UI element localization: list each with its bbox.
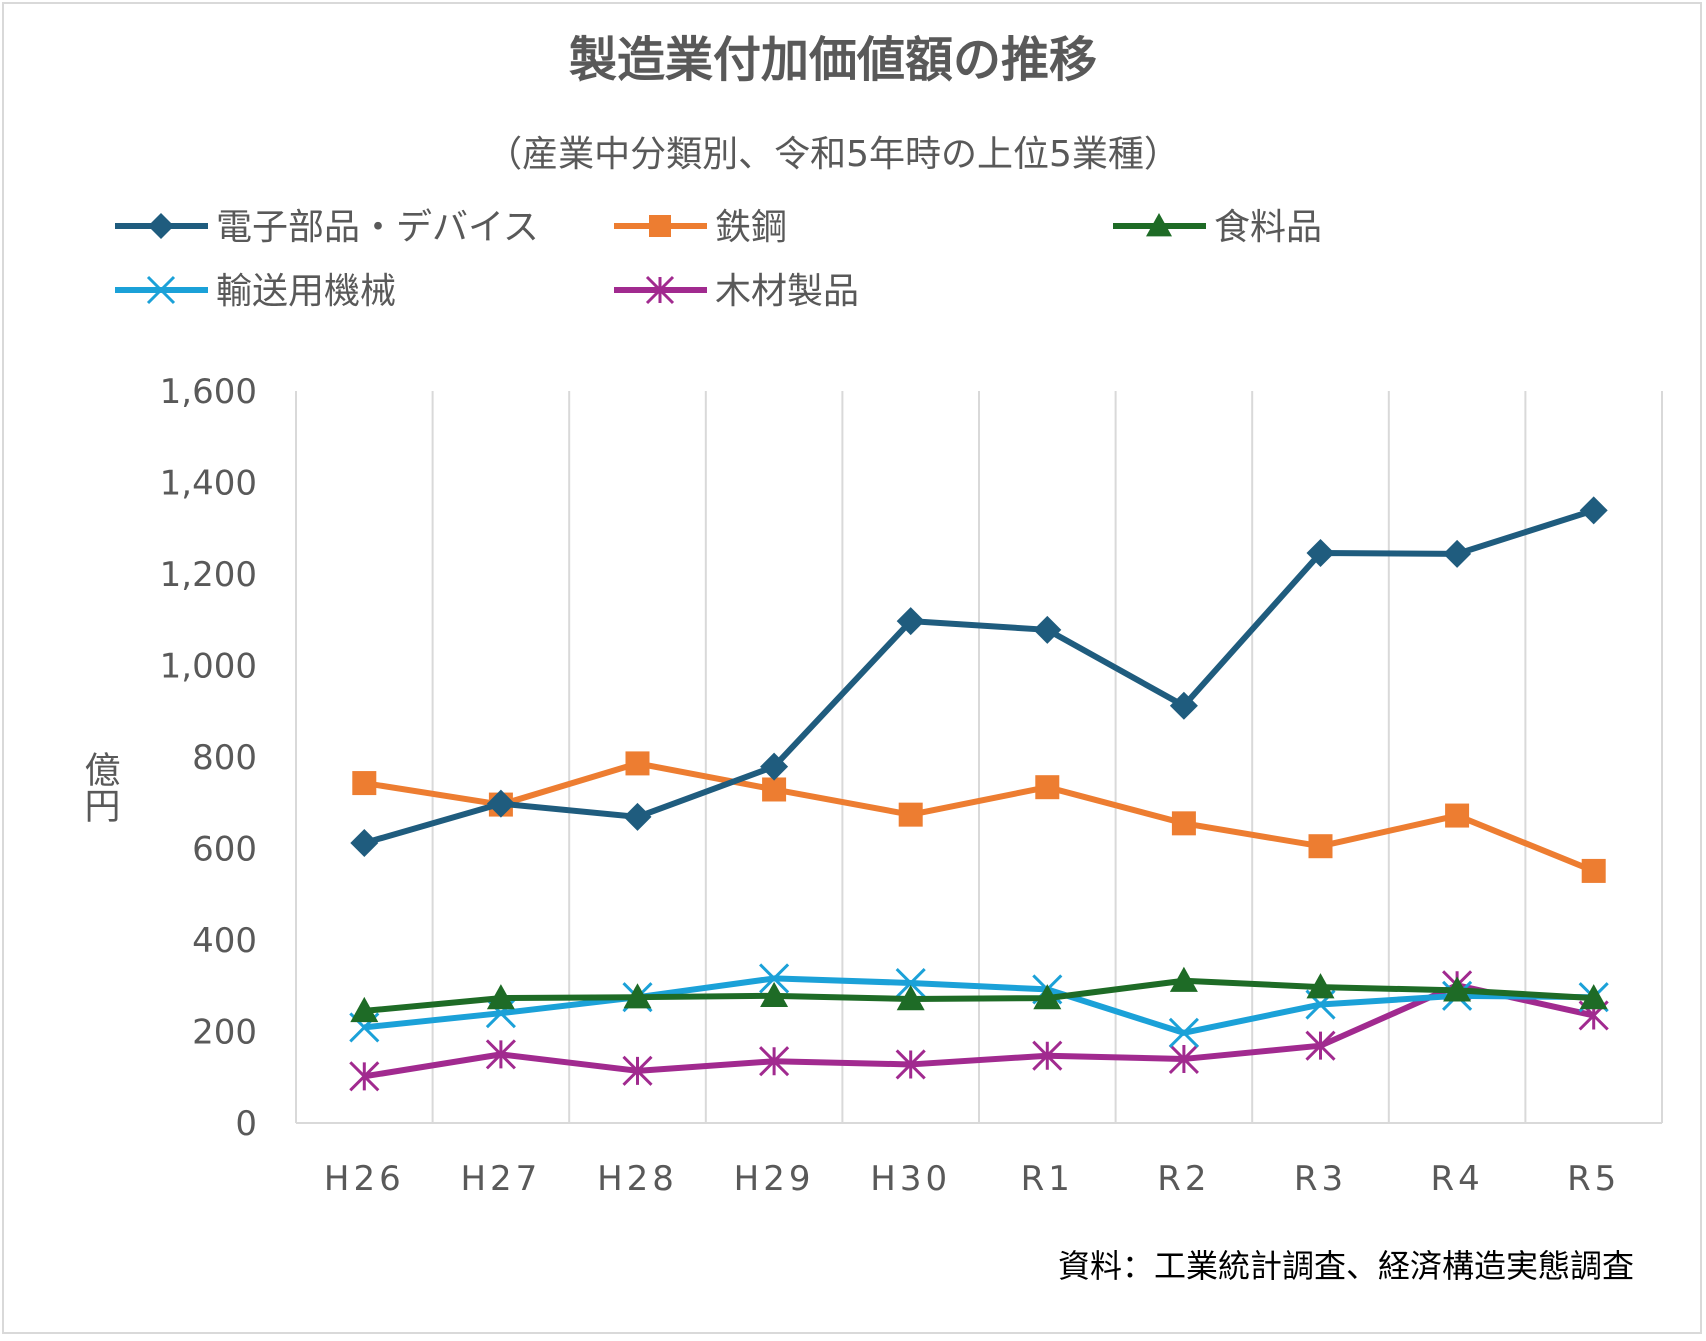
x-marker [759, 963, 790, 994]
series-line [364, 977, 1594, 1014]
legend-label: 電子部品・デバイス [216, 207, 539, 248]
star-marker [1305, 1030, 1336, 1061]
series-line [363, 982, 1595, 1080]
y-tick-label: 400 [192, 921, 257, 961]
series-group [349, 496, 1609, 1092]
square-marker [1581, 858, 1606, 883]
series-square [352, 751, 1606, 883]
triangle-marker [486, 984, 515, 1010]
diamond-marker [1169, 691, 1198, 720]
series-triangle [350, 966, 1608, 1023]
legend-label: 輸送用機械 [216, 271, 396, 312]
diamond-marker [623, 802, 652, 831]
star-marker [1032, 1040, 1063, 1071]
x-marker [146, 275, 176, 305]
legend-item: 木材製品 [614, 271, 859, 312]
legend-item: 食料品 [1113, 207, 1322, 248]
diamond-marker [350, 829, 379, 858]
diamond-marker [1033, 615, 1062, 644]
diamond-marker [1579, 496, 1608, 525]
series-line [363, 975, 1594, 1036]
y-axis: 0 200 400 600 800 1,000 1,200 1,400 1,600 [160, 372, 257, 1144]
triangle-marker [1579, 984, 1608, 1010]
diamond-marker [896, 607, 925, 636]
square-marker [352, 771, 377, 796]
series-diamond [350, 496, 1608, 858]
square-marker [625, 751, 650, 776]
x-tick-label: R2 [1157, 1159, 1210, 1199]
square-marker [898, 802, 923, 827]
star-marker [622, 1055, 653, 1086]
series-line [363, 507, 1595, 846]
x-tick-label: H30 [870, 1159, 951, 1199]
triangle-marker [1169, 966, 1198, 992]
square-marker [1171, 811, 1196, 836]
x-marker [895, 967, 926, 999]
x-tick-label: R3 [1294, 1159, 1347, 1199]
x-tick-label: H27 [460, 1159, 541, 1199]
square-marker [1308, 834, 1333, 859]
x-tick-label: R4 [1430, 1159, 1483, 1199]
legend-item: 鉄鋼 [614, 207, 787, 248]
legend-label: 木材製品 [715, 271, 859, 312]
y-tick-label: 600 [192, 830, 257, 870]
chart-title: 製造業付加価値額の推移 [569, 32, 1097, 88]
y-tick-label: 1,400 [160, 464, 257, 504]
square-marker [649, 215, 671, 237]
x-marker [1168, 1017, 1199, 1048]
x-tick-label: R1 [1021, 1159, 1074, 1199]
star-marker [349, 1061, 380, 1092]
triangle-marker [896, 985, 925, 1011]
x-tick-label: R5 [1567, 1159, 1620, 1199]
triangle-marker [623, 983, 652, 1009]
y-tick-label: 1,200 [160, 555, 257, 595]
star-marker [895, 1049, 926, 1080]
y-tick-label: 1,600 [160, 372, 257, 412]
y-tick-label: 1,000 [160, 647, 257, 687]
square-marker [1035, 775, 1060, 800]
diamond-marker [760, 752, 789, 781]
x-tick-label: H29 [734, 1159, 815, 1199]
y-tick-label: 0 [235, 1104, 257, 1144]
x-tick-label: H26 [324, 1159, 405, 1199]
y-tick-label: 800 [192, 738, 257, 778]
star-marker [485, 1039, 516, 1070]
star-marker [645, 275, 675, 305]
triangle-marker [1146, 213, 1172, 237]
triangle-marker [1443, 976, 1472, 1002]
y-tick-label: 200 [192, 1013, 257, 1053]
x-axis: H26 H27 H28 H29 H30 R1 R2 R3 R4 R5 [324, 1159, 1620, 1199]
y-axis-title: 億円 [79, 751, 120, 823]
star-marker [1168, 1043, 1199, 1075]
x-tick-label: H28 [597, 1159, 678, 1199]
source-note: 資料：工業統計調査、経済構造実態調査 [1058, 1247, 1634, 1285]
diamond-marker [486, 789, 515, 818]
triangle-marker [350, 996, 379, 1023]
triangle-marker [1306, 973, 1335, 999]
triangle-marker [1033, 984, 1062, 1010]
diamond-marker [1443, 539, 1472, 568]
series-line [363, 760, 1595, 874]
triangle-marker [760, 981, 789, 1008]
diamond-marker [148, 213, 174, 239]
legend-item: 輸送用機械 [115, 271, 396, 312]
legend-label: 鉄鋼 [715, 207, 787, 248]
diamond-marker [1306, 538, 1335, 567]
square-marker [1445, 803, 1470, 828]
legend-label: 食料品 [1214, 207, 1322, 248]
star-marker [759, 1046, 790, 1077]
square-marker [762, 777, 787, 802]
chart-subtitle: （産業中分類別、令和5年時の上位5業種） [486, 134, 1180, 175]
legend-item: 電子部品・デバイス [115, 207, 539, 248]
